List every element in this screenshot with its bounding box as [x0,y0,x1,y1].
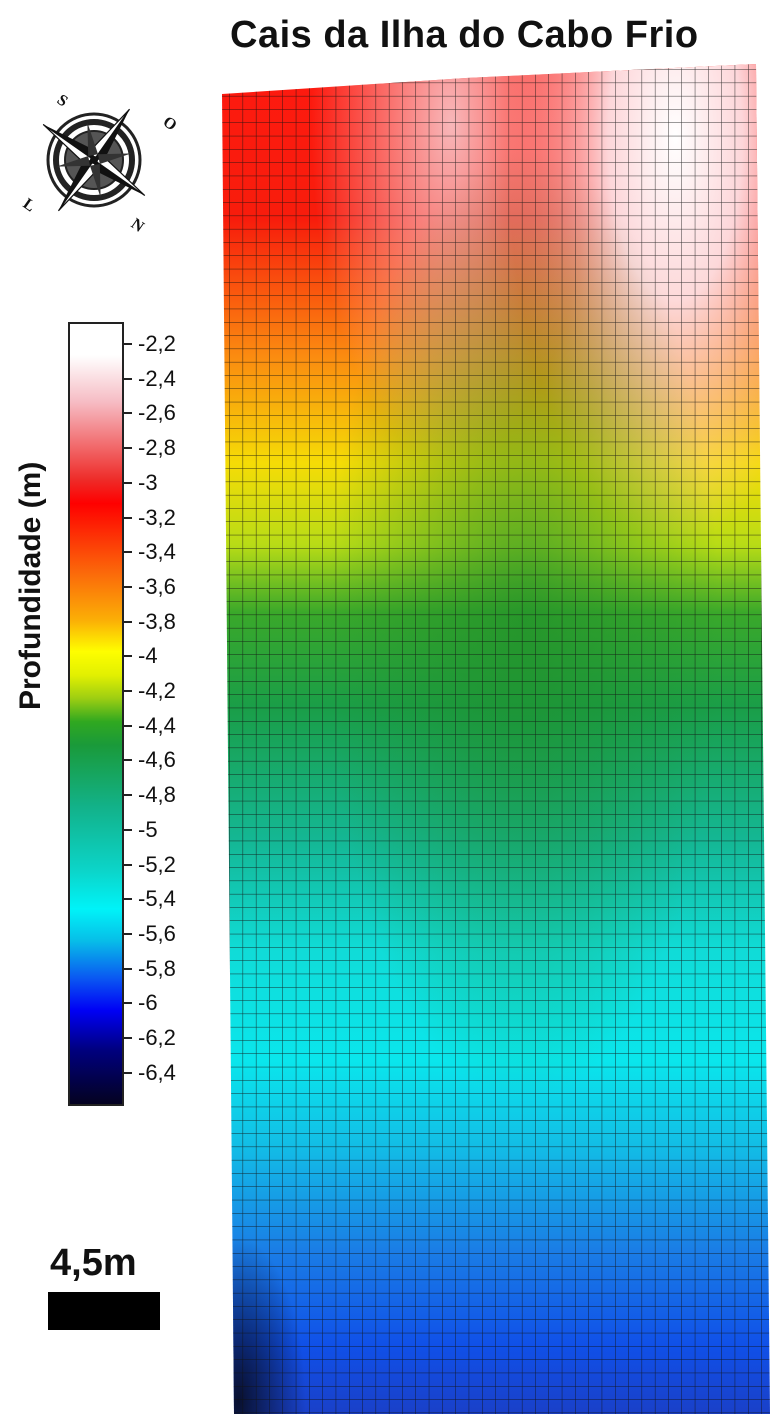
colorbar-tick [124,967,132,970]
colorbar-tick-label: -3 [138,469,158,495]
colorbar-tick-label: -4 [138,643,158,669]
colorbar-tick [124,620,132,623]
colorbar-tick-label: -6,4 [138,1059,176,1085]
colorbar-tick [124,377,132,380]
colorbar-axis-label: Profundidade (m) [14,461,47,710]
colorbar-tick [124,516,132,519]
colorbar-tick-label: -5,2 [138,851,176,877]
colorbar-tick-label: -5,8 [138,955,176,981]
compass-label-north: N [128,215,148,236]
colorbar-tick [124,551,132,554]
compass-label-east: O [160,113,180,134]
scale-bar [48,1292,160,1330]
colorbar-tick-label: -4,8 [138,782,176,808]
map-title: Cais da Ilha do Cabo Frio [230,14,699,56]
colorbar-tick-label: -5,4 [138,886,176,912]
colorbar-tick-label: -4,6 [138,747,176,773]
colorbar-tick-label: -5,6 [138,920,176,946]
colorbar-tick-label: -2,6 [138,400,176,426]
colorbar-tick [124,1002,132,1005]
colorbar-tick [124,412,132,415]
colorbar-tick-label: -2,4 [138,365,176,391]
colorbar-tick-label: -6,2 [138,1025,176,1050]
colorbar-tick-label: -4,2 [138,678,176,703]
colorbar-tick [124,655,132,658]
colorbar-tick [124,898,132,901]
colorbar-tick [124,690,132,692]
colorbar-tick-label: -3,4 [138,539,176,565]
colorbar-tick [124,1071,132,1074]
compass-label-west: L [20,195,38,215]
colorbar-tick [124,863,132,866]
compass-label-south: S [54,91,71,110]
colorbar-tick-label: -2,8 [138,435,176,461]
colorbar-tick [124,724,132,727]
colorbar-tick [124,932,132,935]
colorbar-tick-label: -4,4 [138,712,176,738]
colorbar-gradient [68,322,124,1106]
colorbar-tick [124,794,132,797]
colorbar-tick [124,828,132,831]
colorbar-tick [124,481,132,484]
colorbar-tick-label: -5 [138,816,158,842]
colorbar-tick-label: -3,2 [138,504,176,530]
colorbar-tick-label: -6 [138,990,158,1016]
colorbar-tick-label: -3,8 [138,608,176,634]
compass-rose-icon: S O L N [20,91,180,236]
colorbar-tick [124,1037,132,1039]
scale-bar-label: 4,5m [50,1242,137,1284]
colorbar-tick [124,759,132,762]
colorbar-tick-label: -3,6 [138,573,176,599]
colorbar-tick [124,447,132,450]
colorbar-tick [124,343,132,345]
colorbar-tick-label: -2,2 [138,331,176,356]
bathymetry-map [222,64,770,1414]
colorbar-tick [124,585,132,588]
